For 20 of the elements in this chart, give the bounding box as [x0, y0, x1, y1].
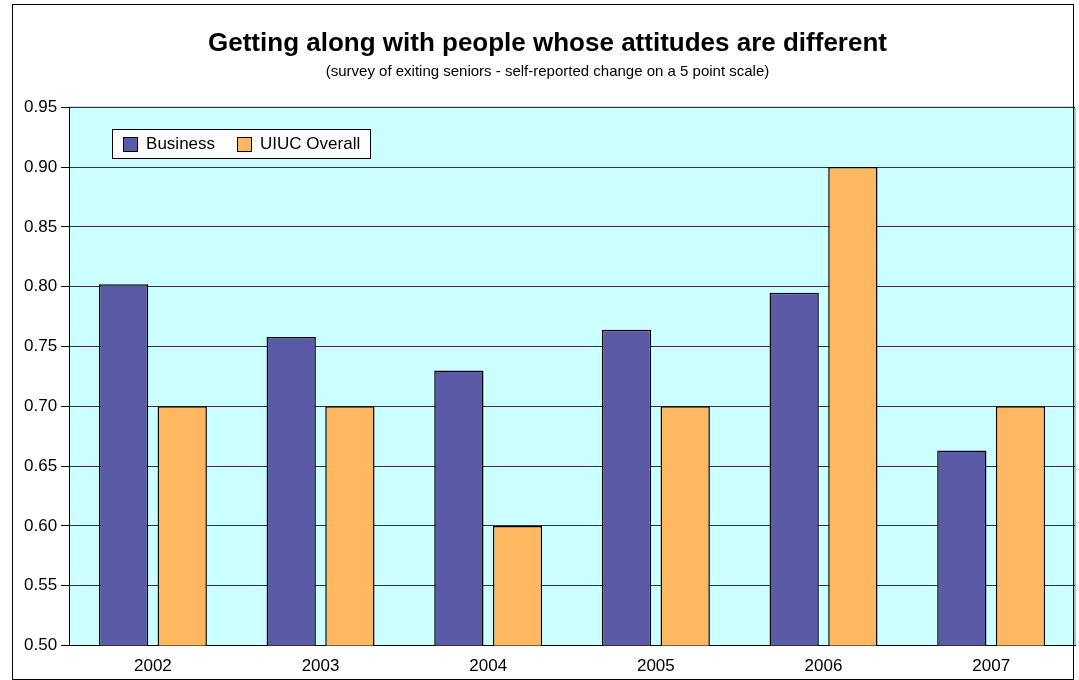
y-tick-label: 0.70	[23, 396, 58, 415]
y-tick-label: 0.85	[23, 216, 58, 236]
chart-subtitle: (survey of exiting seniors - self-reported change on a 5 point scale)	[325, 62, 770, 80]
x-tick-label: 2005	[636, 656, 675, 676]
x-tick-label: 2006	[804, 656, 843, 676]
x-tick-label: 2003	[301, 656, 340, 676]
y-tick-label: 0.50	[23, 635, 58, 655]
y-tick-label: 0.55	[23, 575, 58, 595]
y-tick-label: 0.75	[23, 336, 58, 356]
y-tick-label: 0.65	[23, 455, 58, 475]
legend-label: Business	[146, 134, 216, 155]
x-tick-label: 2007	[972, 656, 1011, 676]
y-tick-label: 0.80	[23, 276, 58, 296]
y-tick-label: 0.95	[23, 96, 58, 116]
x-tick-label: 2004	[469, 656, 508, 676]
y-tick-label: 0.60	[23, 515, 58, 535]
x-tick-label: 2002	[134, 656, 172, 676]
legend-label: UIUC Overall	[260, 134, 361, 155]
y-tick-label: 0.90	[23, 156, 58, 176]
chart-title: Getting along with people whose attitudes are different	[208, 26, 888, 57]
